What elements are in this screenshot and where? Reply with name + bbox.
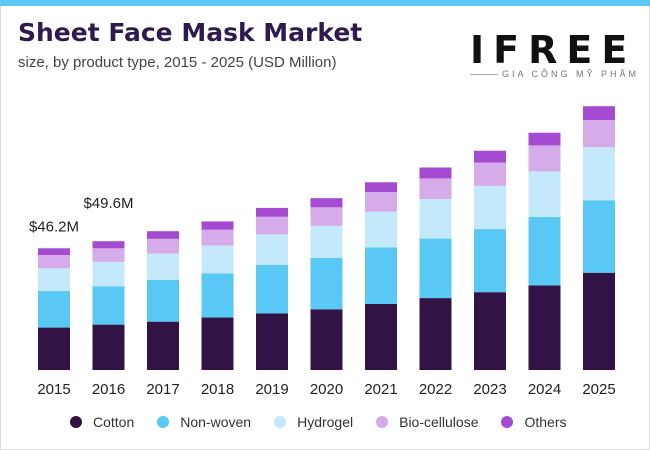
legend-label-bio-cellulose: Bio-cellulose (399, 414, 479, 430)
legend-item-others: Others (501, 414, 567, 430)
bar-segment-cotton-2015 (38, 327, 70, 370)
bar-segment-bio-cellulose-2017 (147, 238, 179, 254)
legend-item-bio-cellulose: Bio-cellulose (376, 414, 478, 430)
x-tick-label-2016: 2016 (92, 381, 125, 398)
bar-segment-bio-cellulose-2022 (419, 178, 452, 200)
bar-segment-non-woven-2015 (38, 291, 70, 328)
bar-segment-others-2025 (583, 106, 615, 121)
bar-segment-bio-cellulose-2023 (474, 162, 506, 186)
bar-segment-hydrogel-2020 (310, 225, 343, 258)
chart-legend: Cotton Non-woven Hydrogel Bio-cellulose Othe… (70, 412, 590, 432)
bar-segment-cotton-2020 (310, 309, 343, 370)
bar-segment-bio-cellulose-2019 (256, 216, 288, 235)
bar-segment-cotton-2018 (201, 317, 234, 370)
legend-swatch-hydrogel (274, 416, 287, 428)
legend-item-hydrogel: Hydrogel (274, 414, 353, 430)
legend-swatch-bio-cellulose (376, 416, 389, 428)
legend-item-cotton: Cotton (70, 414, 134, 430)
legend-swatch-others (501, 416, 514, 428)
x-tick-label-2021: 2021 (364, 381, 397, 398)
bar-segment-cotton-2019 (256, 313, 288, 370)
bar-segment-others-2017 (147, 231, 179, 239)
legend-label-others: Others (524, 414, 567, 430)
bar-segment-non-woven-2018 (201, 273, 234, 318)
bar-segment-cotton-2025 (583, 272, 615, 370)
bar-segment-non-woven-2021 (365, 247, 397, 304)
bar-segment-non-woven-2022 (419, 238, 452, 299)
bar-segment-cotton-2023 (474, 292, 506, 370)
bar-segment-non-woven-2016 (92, 286, 125, 325)
data-label-2016: $49.6M (83, 195, 133, 212)
top-accent-bar (0, 0, 650, 6)
bar-segment-bio-cellulose-2015 (38, 255, 70, 269)
x-tick-label-2025: 2025 (582, 381, 615, 398)
bar-segment-bio-cellulose-2018 (201, 229, 234, 246)
bar-segment-hydrogel-2022 (419, 199, 452, 239)
bar-segment-others-2020 (310, 198, 343, 208)
logo-tagline: GIA CÔNG MỸ PHẨM (470, 69, 636, 79)
bar-segment-hydrogel-2015 (38, 268, 70, 292)
bar-segment-bio-cellulose-2025 (583, 120, 615, 148)
bar-segment-cotton-2022 (419, 298, 452, 370)
bar-segment-bio-cellulose-2021 (365, 191, 397, 212)
legend-swatch-non-woven (157, 416, 170, 428)
bar-segment-others-2016 (92, 241, 125, 249)
bar-segment-non-woven-2017 (147, 279, 179, 322)
chart-title: Sheet Face Mask Market (18, 18, 363, 47)
legend-label-hydrogel: Hydrogel (297, 414, 354, 430)
bar-segment-bio-cellulose-2020 (310, 207, 343, 226)
bar-segment-others-2022 (419, 167, 452, 179)
legend-item-non-woven: Non-woven (157, 414, 251, 430)
bar-segment-hydrogel-2023 (474, 185, 506, 230)
bar-segment-others-2021 (365, 182, 397, 192)
x-tick-label-2020: 2020 (310, 381, 343, 398)
x-tick-label-2018: 2018 (201, 381, 234, 398)
bar-segment-hydrogel-2018 (201, 245, 234, 274)
bar-segment-non-woven-2019 (256, 264, 288, 314)
bar-segment-hydrogel-2019 (256, 234, 288, 265)
bar-segment-hydrogel-2017 (147, 253, 179, 280)
data-label-2015: $46.2M (29, 218, 79, 235)
bar-segment-hydrogel-2021 (365, 211, 397, 248)
x-tick-label-2019: 2019 (255, 381, 288, 398)
x-tick-label-2015: 2015 (37, 381, 70, 398)
logo-wordmark: IFREE (470, 28, 637, 72)
bar-segment-others-2019 (256, 207, 288, 217)
bar-segment-non-woven-2020 (310, 258, 343, 310)
legend-swatch-cotton (70, 416, 82, 428)
bar-segment-hydrogel-2025 (583, 147, 615, 201)
bar-segment-non-woven-2023 (474, 229, 506, 293)
bar-segment-non-woven-2024 (528, 217, 561, 286)
ifree-logo: IFREE GIA CÔNG MỸ PHẨM (470, 28, 637, 79)
bar-segment-bio-cellulose-2016 (92, 248, 125, 262)
bar-segment-hydrogel-2024 (528, 171, 561, 218)
bar-segment-others-2018 (201, 221, 234, 230)
bar-segment-cotton-2016 (92, 324, 125, 370)
x-tick-label-2024: 2024 (528, 381, 561, 398)
bar-segment-non-woven-2025 (583, 200, 615, 273)
legend-label-cotton: Cotton (93, 414, 135, 430)
chart-subtitle: size, by product type, 2015 - 2025 (USD … (18, 54, 337, 71)
x-tick-label-2017: 2017 (146, 381, 179, 398)
x-tick-label-2022: 2022 (419, 381, 452, 398)
bar-segment-cotton-2017 (147, 321, 179, 370)
bar-segment-cotton-2024 (528, 285, 561, 370)
bar-segment-hydrogel-2016 (92, 261, 125, 287)
bar-segment-others-2024 (528, 132, 561, 146)
bar-segment-others-2015 (38, 248, 70, 256)
bar-segment-cotton-2021 (365, 303, 397, 370)
bar-segment-bio-cellulose-2024 (528, 145, 561, 172)
bar-segment-others-2023 (474, 150, 506, 163)
x-tick-label-2023: 2023 (473, 381, 506, 398)
legend-label-non-woven: Non-woven (180, 414, 252, 430)
